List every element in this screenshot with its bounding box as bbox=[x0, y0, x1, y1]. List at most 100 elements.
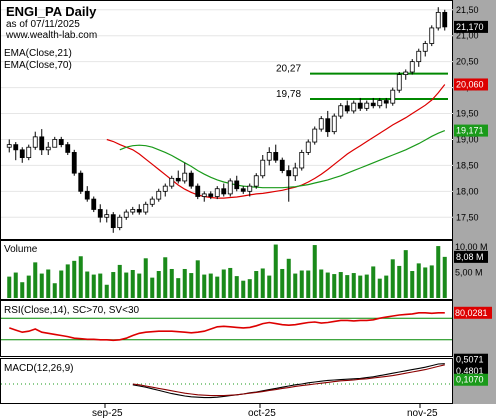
source-url: www.wealth-lab.com bbox=[5, 30, 97, 41]
candle-body bbox=[169, 177, 175, 187]
volume-bar bbox=[52, 283, 57, 298]
volume-bar bbox=[208, 273, 213, 298]
price-tick-label: 19,00 bbox=[456, 134, 479, 144]
volume-bar bbox=[91, 274, 96, 298]
candle-body bbox=[435, 11, 441, 29]
macd-tag-label: 0,1070 bbox=[456, 375, 484, 385]
volume-tick-label: 5,00 M bbox=[455, 268, 483, 278]
volume-bar bbox=[26, 275, 31, 298]
candle-body bbox=[234, 180, 240, 190]
volume-bar bbox=[143, 258, 148, 298]
macd-line bbox=[132, 363, 445, 399]
macd-tag bbox=[454, 373, 488, 386]
ema-slow-line bbox=[119, 130, 446, 189]
candle-body bbox=[78, 172, 84, 192]
volume-bar bbox=[442, 256, 447, 298]
volume-panel bbox=[0, 240, 453, 300]
volume-bar bbox=[195, 260, 200, 298]
volume-bar bbox=[20, 282, 25, 298]
rsi-plot: 80,0281 bbox=[1, 306, 492, 342]
candle-body bbox=[260, 159, 266, 177]
candle-body bbox=[130, 209, 136, 213]
volume-bar bbox=[325, 272, 330, 298]
volume-bar bbox=[104, 284, 109, 298]
volume-bar bbox=[111, 272, 116, 298]
candle-body bbox=[351, 102, 357, 112]
price-tick-label: 18,50 bbox=[456, 160, 479, 170]
candle-body bbox=[305, 141, 311, 153]
candle-body bbox=[13, 144, 19, 151]
volume-bar bbox=[254, 271, 259, 298]
volume-bar bbox=[423, 267, 428, 298]
volume-bar bbox=[306, 270, 311, 298]
volume-bar bbox=[299, 270, 304, 298]
volume-bar bbox=[189, 273, 194, 298]
volume-bar bbox=[163, 257, 168, 298]
candle-body bbox=[390, 89, 396, 104]
macd-title: MACD(12,26,9) bbox=[4, 363, 73, 374]
rsi-tag bbox=[454, 306, 492, 319]
candle-body bbox=[338, 105, 344, 117]
price-axis-strip bbox=[453, 0, 496, 404]
volume-bar bbox=[124, 272, 129, 298]
level-label: 19,78 bbox=[276, 89, 301, 100]
volume-bar bbox=[130, 270, 135, 298]
macd-panel bbox=[0, 358, 453, 404]
candle-body bbox=[52, 139, 58, 148]
volume-bar bbox=[228, 267, 233, 298]
volume-bar bbox=[390, 259, 395, 298]
candle-body bbox=[364, 102, 370, 109]
volume-bar bbox=[436, 246, 441, 298]
candle-body bbox=[370, 102, 376, 107]
candle-body bbox=[123, 211, 129, 218]
candle-body bbox=[377, 100, 383, 107]
volume-bar bbox=[280, 268, 285, 298]
volume-bar bbox=[59, 270, 64, 298]
volume-bar bbox=[397, 265, 402, 298]
volume-bar bbox=[364, 274, 369, 298]
candle-body bbox=[442, 11, 448, 28]
volume-bar bbox=[260, 268, 265, 298]
candle-body bbox=[208, 193, 214, 197]
candle-body bbox=[299, 152, 305, 169]
candle-body bbox=[403, 71, 409, 76]
candlesticks bbox=[6, 7, 448, 233]
candle-body bbox=[97, 209, 103, 218]
candle-body bbox=[318, 118, 324, 130]
rsi-title: RSI(Close,14), SC>70, SV<30 bbox=[4, 305, 140, 316]
volume-bar bbox=[13, 272, 18, 298]
candle-body bbox=[279, 159, 285, 171]
candle-body bbox=[45, 146, 51, 151]
candle-body bbox=[71, 152, 77, 174]
candle-body bbox=[175, 177, 181, 182]
ema-fast-line bbox=[106, 84, 446, 199]
candle-body bbox=[188, 172, 194, 187]
candle-body bbox=[312, 128, 318, 143]
volume-bar bbox=[371, 266, 376, 298]
volume-bar bbox=[33, 262, 38, 298]
volume-bar bbox=[312, 245, 317, 298]
volume-bar bbox=[46, 269, 51, 298]
candle-body bbox=[273, 152, 279, 161]
candle-body bbox=[26, 146, 32, 159]
rsi-tag-label: 80,0281 bbox=[455, 308, 488, 318]
candle-body bbox=[240, 188, 246, 192]
candle-body bbox=[65, 144, 71, 153]
volume-bar bbox=[377, 278, 382, 298]
price-tick-label: 17,50 bbox=[456, 212, 479, 222]
candle-body bbox=[227, 180, 233, 195]
rsi-panel bbox=[0, 300, 453, 357]
candle-body bbox=[136, 209, 142, 213]
candle-body bbox=[6, 144, 12, 148]
volume-bar bbox=[351, 273, 356, 298]
volume-bar bbox=[7, 276, 12, 298]
volume-bar bbox=[319, 269, 324, 298]
volume-bar bbox=[182, 268, 187, 298]
candle-body bbox=[182, 172, 188, 182]
volume-tag-label: 8,08 M bbox=[456, 252, 484, 262]
volume-bar bbox=[78, 256, 83, 298]
price-tag bbox=[454, 78, 488, 91]
volume-tag bbox=[454, 250, 488, 263]
support-levels: 20,27 19,78 bbox=[276, 64, 448, 100]
candle-body bbox=[214, 188, 220, 197]
